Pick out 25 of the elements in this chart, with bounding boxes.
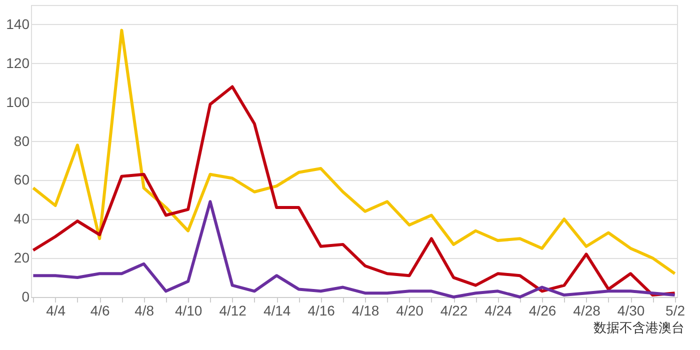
text: 数据不含港澳台	[594, 321, 685, 336]
x-tick-label: 4/26	[528, 302, 556, 318]
x-tick-label: 4/10	[174, 302, 202, 318]
y-tick-label: 80	[14, 132, 30, 149]
x-tick-label: 4/8	[134, 302, 154, 318]
x-tick-label: 4/6	[90, 302, 110, 318]
y-tick-label: 60	[14, 172, 30, 188]
line-series	[32, 28, 676, 276]
y-tick-label: 40	[14, 210, 30, 227]
x-tick-label: 4/12	[219, 302, 247, 318]
x-tick-label: 4/30	[617, 302, 645, 318]
y-tick-label: 0	[22, 288, 30, 304]
x-tick-label: 4/24	[484, 302, 512, 318]
x-tick-label: 5/2	[666, 302, 686, 318]
x-tick-label: 4/22	[440, 302, 468, 318]
y-tick-label: 120	[6, 54, 30, 71]
x-tick-label: 4/14	[263, 302, 291, 318]
y-tick-label: 100	[6, 94, 30, 110]
y-tick-label: 20	[14, 250, 30, 266]
x-tick-label: 4/18	[352, 302, 380, 318]
x-tick-label: 4/20	[396, 302, 424, 318]
x-tick-label: 4/4	[46, 302, 66, 318]
x-tick-label: 4/28	[573, 302, 601, 318]
y-tick-label: 140	[6, 16, 30, 32]
x-tick-label: 4/16	[308, 302, 336, 318]
